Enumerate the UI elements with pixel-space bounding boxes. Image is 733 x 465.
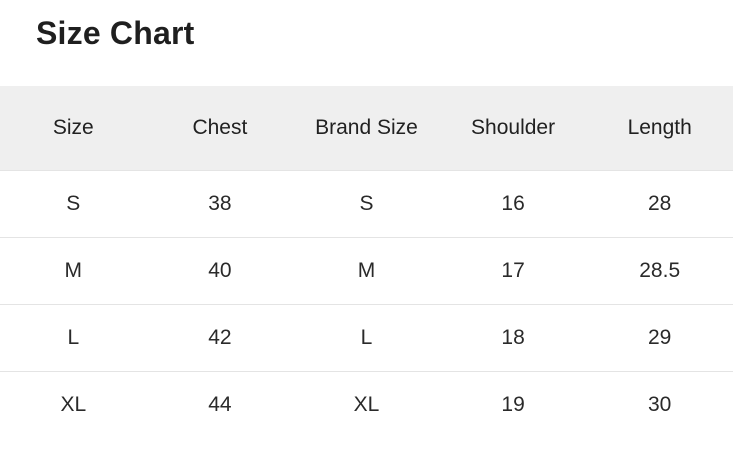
column-header-size: Size: [0, 86, 147, 171]
cell-chest: 38: [146, 170, 294, 238]
table-row-s: S 38 S 16 28: [0, 170, 733, 238]
size-chart-table: Size Chest Brand Size Shoulder Length S …: [0, 86, 733, 438]
table-header: Size Chest Brand Size Shoulder Length: [0, 86, 733, 171]
cell-shoulder: 19: [439, 371, 587, 438]
column-header-chest: Chest: [146, 86, 294, 171]
column-header-brand-size: Brand Size: [293, 86, 440, 171]
cell-shoulder: 17: [439, 237, 587, 305]
cell-shoulder: 18: [439, 304, 587, 372]
column-header-shoulder: Shoulder: [439, 86, 587, 171]
cell-shoulder: 16: [439, 170, 587, 238]
table-row-l: L 42 L 18 29: [0, 304, 733, 372]
column-header-length: Length: [586, 86, 733, 171]
cell-brand-size: M: [293, 237, 440, 305]
cell-size: M: [0, 237, 147, 305]
table-row-m: M 40 M 17 28.5: [0, 237, 733, 305]
table-header-row: Size Chest Brand Size Shoulder Length: [0, 86, 733, 171]
cell-brand-size: XL: [293, 371, 440, 438]
cell-length: 29: [586, 304, 733, 372]
cell-chest: 40: [146, 237, 294, 305]
cell-length: 28.5: [586, 237, 733, 305]
cell-brand-size: L: [293, 304, 440, 372]
cell-chest: 42: [146, 304, 294, 372]
cell-size: S: [0, 170, 147, 238]
cell-chest: 44: [146, 371, 294, 438]
cell-brand-size: S: [293, 170, 440, 238]
table-body: S 38 S 16 28 M 40 M 17 28.5 L 42 L 18 29: [0, 170, 733, 438]
cell-length: 28: [586, 170, 733, 238]
cell-size: L: [0, 304, 147, 372]
table-row-xl: XL 44 XL 19 30: [0, 371, 733, 438]
cell-size: XL: [0, 371, 147, 438]
cell-length: 30: [586, 371, 733, 438]
page-title: Size Chart: [36, 15, 195, 51]
